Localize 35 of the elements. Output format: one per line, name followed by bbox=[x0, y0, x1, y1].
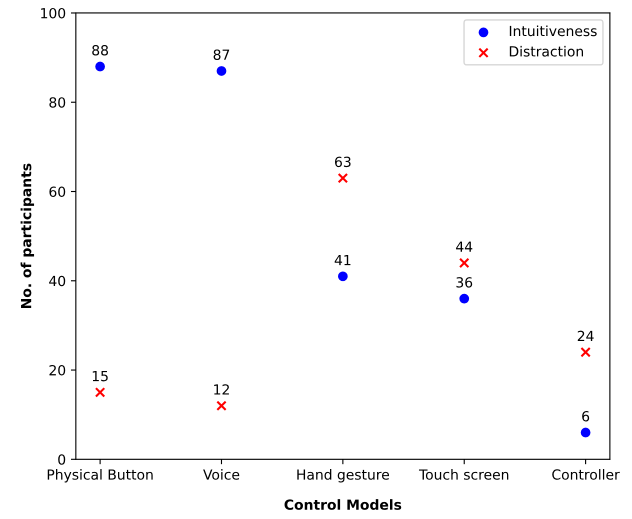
y-tick-label: 80 bbox=[49, 97, 66, 108]
y-tick-label: 0 bbox=[58, 454, 66, 465]
data-label: 36 bbox=[456, 277, 472, 288]
y-axis-title: No. of participants bbox=[20, 164, 34, 308]
point bbox=[459, 294, 470, 304]
data-label: 41 bbox=[334, 254, 350, 266]
y-tick-label: 60 bbox=[49, 186, 66, 197]
x-axis-title: Control Models bbox=[284, 499, 402, 510]
point bbox=[95, 62, 105, 72]
x-tick-label: Voice bbox=[203, 469, 240, 480]
x-tick-label: Physical Button bbox=[48, 469, 153, 482]
point bbox=[338, 172, 348, 184]
point bbox=[338, 271, 348, 282]
legend-label: Distraction bbox=[510, 46, 584, 57]
point bbox=[94, 387, 106, 398]
y-tick-label: 100 bbox=[41, 8, 66, 18]
data-label: 88 bbox=[92, 45, 108, 56]
legend-label: Intuitiveness bbox=[510, 25, 597, 36]
point bbox=[216, 400, 227, 411]
point bbox=[580, 428, 590, 438]
point bbox=[580, 346, 591, 358]
data-label: 44 bbox=[456, 242, 472, 252]
x-tick-label: Hand gesture bbox=[297, 469, 390, 482]
point bbox=[216, 66, 226, 76]
x-tick-label: Touch screen bbox=[418, 469, 508, 480]
data-label: 24 bbox=[578, 330, 594, 341]
y-tick-label: 20 bbox=[49, 365, 66, 376]
data-label: 12 bbox=[214, 384, 229, 395]
data-label: 6 bbox=[582, 411, 590, 422]
data-label: 63 bbox=[334, 156, 351, 168]
x-tick-label: Controller bbox=[552, 469, 620, 480]
data-label: 15 bbox=[92, 371, 108, 382]
point bbox=[459, 258, 470, 268]
data-label: 87 bbox=[214, 49, 230, 60]
y-tick-label: 40 bbox=[49, 276, 66, 286]
